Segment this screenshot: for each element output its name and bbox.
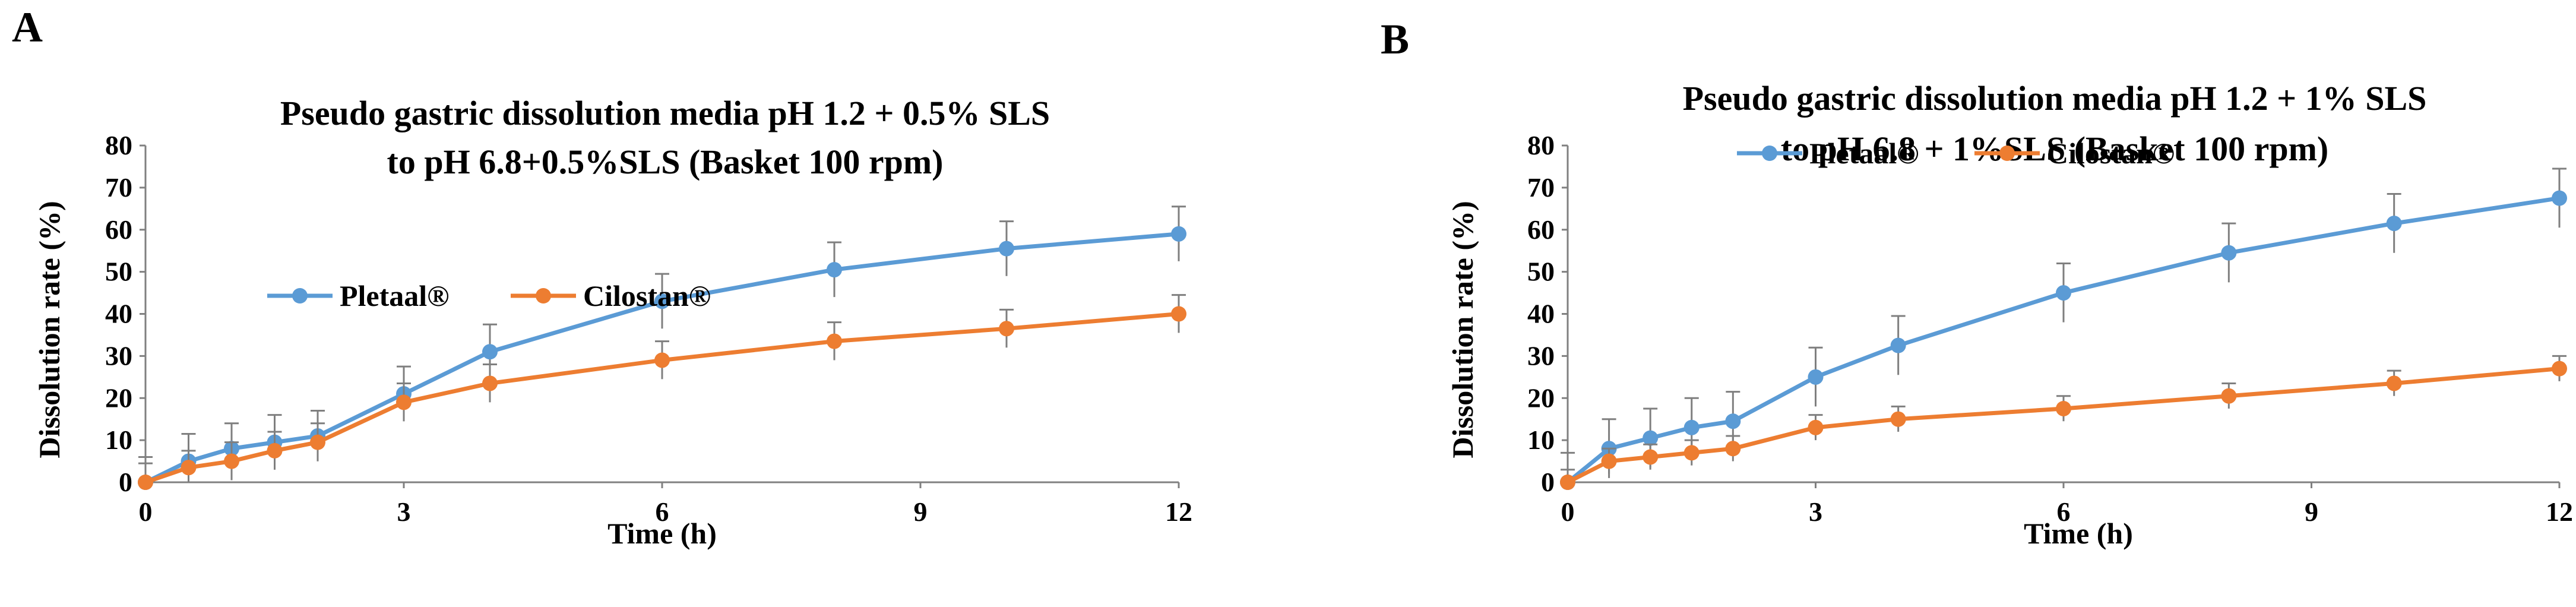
- x-tick-label: 3: [1809, 497, 1822, 527]
- y-tick-label: 40: [105, 299, 132, 329]
- panel-b-title-line-1: Pseudo gastric dissolution media pH 1.2 …: [1683, 79, 2427, 118]
- pletaal-legend-label: Pletaal®: [340, 279, 450, 312]
- cilostan-data-point: [2552, 361, 2567, 377]
- panel-b-plot: 0 10 20 30 40 50 60 70 80 0 3 6 9 12: [1527, 130, 2573, 527]
- cilostan-data-point: [654, 352, 670, 368]
- cilostan-data-point: [1171, 306, 1186, 322]
- cilostan-data-point: [2056, 400, 2071, 416]
- pletaal-data-point: [827, 262, 842, 278]
- panel-b-legend: Pletaal® Cilostan®: [1737, 137, 2175, 170]
- y-tick-label: 30: [105, 340, 132, 371]
- panel-b-y-axis-label: Dissolution rate (%): [1446, 201, 1479, 458]
- panel-b: B Pseudo gastric dissolution media pH 1.…: [1381, 15, 2573, 550]
- cilostan-data-point: [482, 375, 498, 391]
- cilostan-legend-label: Cilostan®: [2047, 137, 2175, 170]
- y-tick-label: 60: [1527, 214, 1555, 245]
- pletaal-legend-marker: [1762, 146, 1777, 161]
- cilostan-data-point: [827, 333, 842, 349]
- cilostan-data-point: [1643, 449, 1659, 465]
- pletaal-data-point: [482, 344, 498, 360]
- cilostan-data-point: [224, 453, 239, 469]
- pletaal-data-point: [1643, 430, 1659, 446]
- pletaal-data-point: [1171, 226, 1186, 242]
- cilostan-data-point: [1601, 453, 1617, 469]
- x-tick-label: 6: [2057, 497, 2071, 527]
- y-tick-label: 50: [1527, 257, 1555, 287]
- panel-a: A Pseudo gastric dissolution media pH 1.…: [12, 4, 1192, 550]
- pletaal-data-point: [1890, 337, 1906, 353]
- x-tick-label: 12: [2546, 497, 2573, 527]
- pletaal-data-point: [1808, 369, 1824, 385]
- panel-a-y-axis-label: Dissolution rate (%): [33, 201, 66, 458]
- pletaal-series-line: [1566, 196, 2560, 484]
- pletaal-data-point: [999, 241, 1014, 257]
- cilostan-data-point: [181, 460, 197, 476]
- cilostan-data-point: [1725, 441, 1741, 457]
- x-tick-label: 6: [656, 497, 669, 527]
- panel-a-x-axis-label: Time (h): [607, 517, 717, 550]
- cilostan-data-point: [396, 394, 412, 410]
- pletaal-data-point: [2552, 190, 2567, 206]
- cilostan-data-point: [1890, 411, 1906, 427]
- y-tick-label: 30: [1527, 340, 1555, 371]
- panel-a-legend: Pletaal® Cilostan®: [267, 279, 711, 312]
- x-tick-label: 9: [914, 497, 928, 527]
- pletaal-data-point: [2056, 285, 2071, 301]
- y-tick-label: 10: [1527, 425, 1555, 455]
- panel-a-title-line-2: to pH 6.8+0.5%SLS (Basket 100 rpm): [387, 143, 944, 181]
- pletaal-data-point: [1683, 419, 1700, 435]
- panel-b-label: B: [1381, 15, 1409, 63]
- pletaal-data-point: [1725, 413, 1741, 429]
- y-tick-label: 0: [1541, 467, 1555, 497]
- x-tick-label: 9: [2305, 497, 2318, 527]
- y-tick-label: 80: [105, 130, 132, 160]
- y-tick-label: 70: [105, 172, 132, 203]
- x-tick-label: 0: [1561, 497, 1575, 527]
- panel-a-title-line-1: Pseudo gastric dissolution media pH 1.2 …: [280, 94, 1050, 132]
- cilostan-legend-marker: [1999, 146, 2015, 161]
- x-tick-label: 0: [139, 497, 153, 527]
- cilostan-data-point: [2386, 375, 2402, 391]
- cilostan-data-point: [999, 321, 1014, 337]
- cilostan-legend-marker: [536, 288, 551, 304]
- panel-b-x-axis-label: Time (h): [2024, 517, 2133, 550]
- cilostan-data-point: [1560, 475, 1575, 490]
- y-tick-label: 60: [105, 214, 132, 245]
- pletaal-data-point: [2221, 245, 2237, 261]
- y-tick-label: 40: [1527, 299, 1555, 329]
- pletaal-legend-marker: [292, 288, 308, 304]
- cilostan-series-line: [144, 312, 1179, 485]
- x-tick-label: 12: [1165, 497, 1192, 527]
- y-tick-label: 50: [105, 257, 132, 287]
- y-tick-label: 80: [1527, 130, 1555, 160]
- y-tick-label: 0: [119, 467, 132, 497]
- cilostan-data-point: [138, 475, 153, 490]
- cilostan-legend-label: Cilostan®: [583, 279, 711, 312]
- panel-a-label: A: [12, 4, 43, 51]
- pletaal-data-point: [654, 293, 670, 309]
- x-tick-label: 3: [397, 497, 411, 527]
- y-tick-label: 70: [1527, 172, 1555, 203]
- cilostan-data-point: [1808, 419, 1824, 435]
- panel-a-plot: 0 10 20 30 40 50 60 70 80 0 3 6 9 12: [105, 130, 1192, 527]
- panel-b-title-line-2: to pH 6.8 + 1%SLS (Basket 100 rpm): [1781, 129, 2328, 168]
- cilostan-data-point: [267, 442, 283, 459]
- y-tick-label: 20: [1527, 382, 1555, 413]
- cilostan-data-point: [2221, 388, 2237, 404]
- y-tick-label: 10: [105, 425, 132, 455]
- cilostan-data-point: [310, 434, 325, 450]
- cilostan-data-point: [1683, 445, 1700, 461]
- y-tick-label: 20: [105, 382, 132, 413]
- pletaal-data-point: [2386, 216, 2402, 232]
- pletaal-legend-label: Pletaal®: [1809, 137, 1919, 170]
